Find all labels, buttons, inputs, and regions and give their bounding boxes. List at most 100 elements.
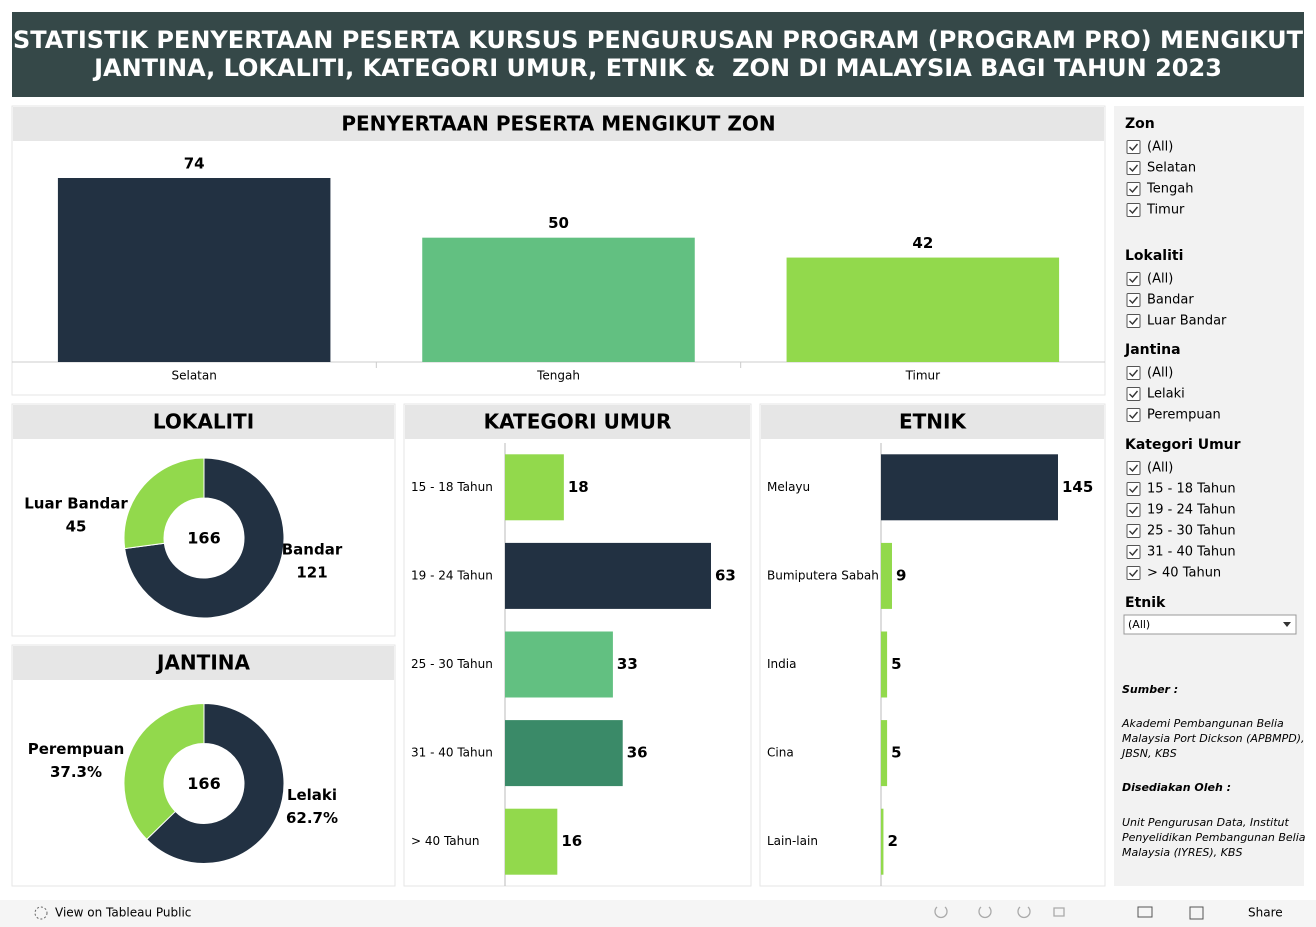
value-label: 36	[627, 744, 648, 762]
filter-option[interactable]: 31 - 40 Tahun	[1147, 545, 1236, 560]
value-label: 5	[891, 744, 901, 762]
filter-option[interactable]: 15 - 18 Tahun	[1147, 482, 1236, 497]
bar	[505, 454, 564, 521]
checkbox[interactable]	[1126, 161, 1141, 175]
toolbar-icon[interactable]	[1053, 907, 1065, 917]
checkmark	[1129, 164, 1139, 173]
donut-slice	[123, 457, 205, 550]
dropdown-value[interactable]: (All)	[1128, 618, 1150, 631]
checkbox[interactable]	[1126, 140, 1141, 154]
slice-label: Lelaki	[287, 786, 337, 804]
x-tick-label: Selatan	[171, 369, 216, 383]
value-label: 63	[715, 566, 736, 584]
prepared-text: Malaysia (IYRES), KBS	[1122, 846, 1242, 859]
view-link[interactable]: View on Tableau Public	[55, 906, 191, 920]
donut-total: 166	[187, 774, 220, 793]
panel-title: KATEGORI UMUR	[484, 410, 672, 434]
filter-option[interactable]: Tengah	[1146, 182, 1193, 197]
slice-value: 45	[66, 518, 87, 536]
filter-option[interactable]: 19 - 24 Tahun	[1147, 503, 1236, 518]
filter-title: Kategori Umur	[1125, 437, 1241, 453]
checkmark	[1129, 569, 1139, 578]
value-label: 74	[184, 155, 205, 173]
checkbox[interactable]	[1126, 566, 1141, 580]
prepared-text: Unit Pengurusan Data, Institut	[1122, 816, 1290, 829]
panel-title-band	[405, 405, 750, 439]
panel-title-band	[13, 646, 394, 680]
value-label: 33	[617, 655, 638, 673]
fullscreen-icon[interactable]	[1189, 906, 1204, 920]
panel-title-band	[13, 107, 1104, 141]
checkbox[interactable]	[1126, 545, 1141, 559]
y-tick-label: 25 - 30 Tahun	[411, 657, 493, 671]
x-tick-label: Tengah	[536, 369, 580, 383]
slice-value: 121	[296, 564, 327, 582]
checkbox[interactable]	[1126, 366, 1141, 380]
toolbar-icon[interactable]	[1017, 906, 1031, 919]
filter-option[interactable]: Lelaki	[1147, 387, 1185, 402]
y-tick-label: > 40 Tahun	[411, 834, 479, 848]
toolbar-icon[interactable]	[978, 906, 992, 919]
value-label: 18	[568, 478, 589, 496]
filter-option[interactable]: (All)	[1147, 140, 1173, 155]
filter-option[interactable]: 25 - 30 Tahun	[1147, 524, 1236, 539]
checkmark	[1129, 317, 1139, 326]
filter-option[interactable]: (All)	[1147, 272, 1173, 287]
y-tick-label: India	[767, 657, 796, 671]
value-label: 145	[1062, 478, 1093, 496]
source-text: Akademi Pembangunan Belia	[1121, 717, 1284, 730]
checkmark	[1129, 206, 1139, 215]
prepared-label: Disediakan Oleh :	[1122, 781, 1231, 794]
checkbox[interactable]	[1126, 524, 1141, 538]
bar	[881, 454, 1058, 521]
y-tick-label: Cina	[767, 746, 794, 760]
checkbox[interactable]	[1126, 314, 1141, 328]
dropdown[interactable]	[1123, 614, 1297, 635]
slice-label: Bandar	[282, 541, 343, 559]
checkbox[interactable]	[1126, 387, 1141, 401]
checkbox[interactable]	[1126, 408, 1141, 422]
bar	[881, 720, 888, 787]
toolbar-icon[interactable]	[934, 906, 948, 919]
filter-option[interactable]: (All)	[1147, 366, 1173, 381]
panel-title: ETNIK	[899, 410, 967, 434]
filter-title: Etnik	[1125, 595, 1166, 611]
value-label: 42	[912, 234, 933, 252]
filter-title: Lokaliti	[1125, 248, 1183, 264]
checkbox[interactable]	[1126, 203, 1141, 217]
share-link[interactable]: Share	[1248, 906, 1283, 920]
checkbox[interactable]	[1126, 293, 1141, 307]
value-label: 5	[891, 655, 901, 673]
checkbox[interactable]	[1126, 482, 1141, 496]
filter-option[interactable]: Perempuan	[1147, 408, 1221, 423]
page-title: JANTINA, LOKALITI, KATEGORI UMUR, ETNIK …	[92, 54, 1222, 82]
download-icon[interactable]	[1137, 906, 1153, 918]
bar	[422, 237, 695, 362]
checkmark	[1129, 464, 1139, 473]
filter-option[interactable]: Luar Bandar	[1147, 314, 1227, 329]
filter-option[interactable]: (All)	[1147, 461, 1173, 476]
panel-title: JANTINA	[155, 651, 250, 675]
bar	[505, 542, 711, 609]
checkbox[interactable]	[1126, 272, 1141, 286]
checkmark	[1129, 369, 1139, 378]
source-label: Sumber :	[1122, 683, 1178, 696]
bar	[881, 808, 884, 875]
filter-option[interactable]: Timur	[1146, 203, 1185, 218]
footer-bar	[0, 900, 1316, 927]
checkbox[interactable]	[1126, 503, 1141, 517]
donut-slice	[146, 702, 285, 864]
checkmark	[1129, 506, 1139, 515]
panel-title-band	[761, 405, 1104, 439]
filter-option[interactable]: > 40 Tahun	[1147, 566, 1221, 581]
checkmark	[1129, 185, 1139, 194]
filter-option[interactable]: Selatan	[1147, 161, 1196, 176]
value-label: 2	[887, 832, 897, 850]
slice-value: 62.7%	[286, 809, 338, 827]
checkmark	[1129, 411, 1139, 420]
checkbox[interactable]	[1126, 182, 1141, 196]
filter-option[interactable]: Bandar	[1147, 293, 1194, 308]
checkbox[interactable]	[1126, 461, 1141, 475]
tableau-icon	[34, 906, 48, 920]
